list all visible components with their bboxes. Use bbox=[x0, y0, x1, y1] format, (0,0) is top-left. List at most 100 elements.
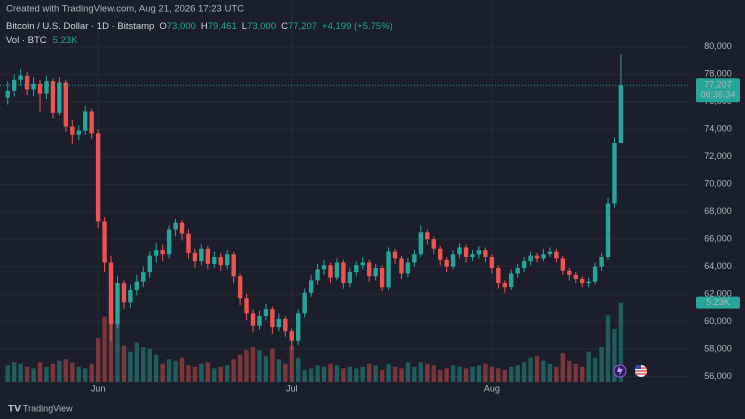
volume-bar bbox=[457, 366, 462, 382]
candle-body bbox=[83, 111, 88, 131]
volume-bar bbox=[425, 363, 430, 382]
volume-bar bbox=[476, 365, 482, 382]
candle-body bbox=[341, 262, 346, 284]
candle-body bbox=[263, 309, 269, 317]
candle-body bbox=[186, 233, 191, 253]
volume-bar bbox=[218, 366, 223, 382]
candle-body bbox=[179, 222, 185, 234]
candle-body bbox=[205, 248, 211, 264]
candle-body bbox=[599, 257, 604, 267]
volume-bar bbox=[57, 360, 62, 382]
volume-bar bbox=[289, 345, 294, 382]
candle-body bbox=[347, 272, 353, 284]
volume-bar bbox=[63, 359, 69, 382]
ohlc-value: 73,000 bbox=[247, 21, 276, 32]
volume-bar bbox=[179, 357, 185, 382]
candle-body bbox=[225, 254, 230, 266]
volume-bar bbox=[502, 369, 507, 382]
candle-body bbox=[476, 250, 482, 255]
volume-bar bbox=[302, 369, 307, 382]
y-tick-label: 62,000 bbox=[704, 288, 732, 298]
volume-bar bbox=[12, 362, 17, 382]
candle-body bbox=[308, 280, 314, 293]
volume-bar bbox=[321, 366, 327, 382]
volume-bar bbox=[70, 362, 75, 382]
volume-bar bbox=[612, 328, 617, 382]
volume-bar bbox=[373, 365, 378, 382]
candle-body bbox=[547, 251, 553, 255]
volume-bar bbox=[160, 363, 165, 382]
candle-body bbox=[95, 133, 101, 222]
candle-body bbox=[534, 255, 540, 259]
volume-bar bbox=[37, 362, 43, 382]
candle-body bbox=[502, 283, 507, 288]
symbol-legend: Bitcoin / U.S. Dollar · 1D · Bitstamp O73… bbox=[6, 21, 393, 32]
volume-bar bbox=[418, 362, 424, 382]
volume-bar bbox=[263, 356, 269, 382]
volume-bar bbox=[554, 366, 559, 382]
candle-body bbox=[102, 221, 107, 263]
candle-body bbox=[334, 262, 340, 278]
ohlc-key: H bbox=[201, 21, 208, 32]
candle-body bbox=[276, 318, 282, 328]
volume-bar bbox=[244, 350, 249, 382]
volume-bar bbox=[102, 316, 107, 382]
candle-body bbox=[134, 281, 140, 290]
volume-bar bbox=[412, 366, 417, 382]
volume-bar bbox=[605, 315, 611, 382]
footer-logo: 𝗧𝗩 bbox=[8, 403, 21, 413]
candle-body bbox=[147, 255, 152, 273]
volume-bar bbox=[341, 368, 346, 382]
volume-bar bbox=[237, 354, 243, 382]
volume-bar bbox=[134, 342, 140, 382]
y-tick-label: 56,000 bbox=[704, 371, 732, 381]
candle-body bbox=[560, 258, 566, 271]
candle-body bbox=[218, 257, 223, 266]
axis-layer: 56,000 58,000 60,000 62,000 64,000 66,000 68,0… bbox=[0, 41, 740, 393]
volume-bar bbox=[618, 302, 624, 382]
footer-bar bbox=[0, 396, 745, 419]
candle-body bbox=[5, 90, 10, 98]
volume-bar bbox=[166, 359, 172, 382]
ohlc-key: L bbox=[242, 21, 247, 32]
y-tick-label: 58,000 bbox=[704, 343, 732, 353]
volume-bar bbox=[115, 324, 120, 382]
candle-body bbox=[237, 276, 243, 299]
volume-bar bbox=[83, 368, 88, 382]
event-icon-bolt bbox=[617, 366, 623, 376]
candle-body bbox=[373, 268, 378, 277]
volume-box bbox=[696, 296, 740, 309]
candle-body bbox=[231, 254, 236, 277]
candle-body bbox=[321, 265, 327, 270]
candle-body bbox=[44, 81, 49, 94]
candle-body bbox=[250, 313, 256, 326]
candle-body bbox=[515, 268, 520, 274]
change: +4,199 (+5.75%) bbox=[322, 21, 393, 32]
volume-name: Vol · BTC bbox=[6, 35, 47, 46]
x-tick-label: Aug bbox=[484, 383, 500, 393]
created-note: Created with TradingView.com, Aug 21, 20… bbox=[6, 4, 244, 15]
volume-bar bbox=[354, 368, 359, 382]
candle-body bbox=[360, 262, 365, 266]
volume-bar bbox=[392, 366, 398, 382]
volume-bar bbox=[347, 366, 353, 382]
volume-bar bbox=[141, 347, 146, 382]
volume-bar bbox=[199, 363, 204, 382]
candle-body bbox=[354, 265, 359, 273]
volume-bar bbox=[205, 362, 211, 382]
candle-body bbox=[489, 257, 495, 268]
volume-layer bbox=[5, 302, 624, 382]
volume-bar bbox=[528, 357, 533, 382]
candle-body bbox=[199, 248, 204, 262]
ohlc-value: 73,000 bbox=[167, 21, 196, 32]
candle-body bbox=[399, 258, 404, 274]
candle-body bbox=[483, 250, 488, 258]
symbol: Bitcoin / U.S. Dollar · 1D · Bitstamp bbox=[6, 21, 154, 32]
volume-value: 5.23K bbox=[53, 35, 78, 46]
volume-bar bbox=[399, 368, 404, 382]
candle-body bbox=[457, 247, 462, 255]
y-tick-label: 74,000 bbox=[704, 124, 732, 134]
volume-bar bbox=[186, 365, 191, 382]
volume-bar bbox=[31, 368, 36, 382]
volume-bar bbox=[509, 366, 514, 382]
